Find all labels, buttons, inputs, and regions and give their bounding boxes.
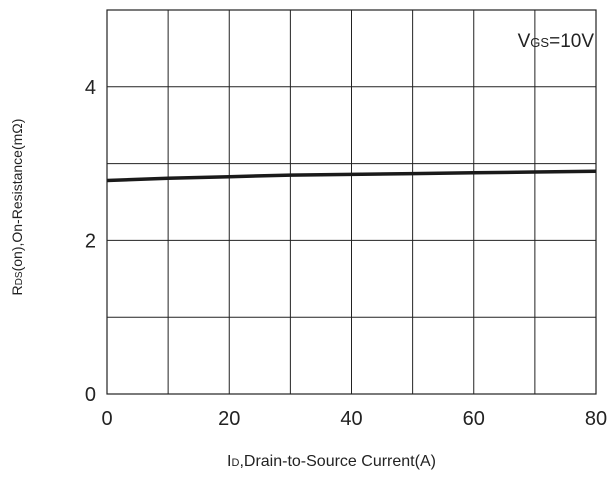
- y-axis-label: RDS(on),On-Resistance(mΩ): [9, 119, 25, 296]
- tick-labels: 0 20 40 60 80 0 2 4: [85, 77, 607, 430]
- x-tick-label: 40: [340, 408, 362, 430]
- y-tick-label: 2: [85, 230, 96, 252]
- x-tick-label: 60: [463, 408, 485, 430]
- axis-labels: ID,Drain-to-Source Current(A) RDS(on),On-…: [9, 31, 594, 470]
- x-tick-label: 80: [585, 408, 607, 430]
- y-tick-label: 4: [85, 77, 96, 99]
- y-tick-label: 0: [85, 384, 96, 406]
- series-layer: [106, 169, 597, 183]
- series-line-0: [106, 169, 597, 183]
- x-axis-label: ID,Drain-to-Source Current(A): [227, 453, 436, 470]
- vgs-annotation: VGS=10V: [518, 31, 595, 52]
- x-tick-label: 20: [218, 408, 240, 430]
- grid-lines: [106, 9, 597, 395]
- x-tick-label: 0: [101, 408, 112, 430]
